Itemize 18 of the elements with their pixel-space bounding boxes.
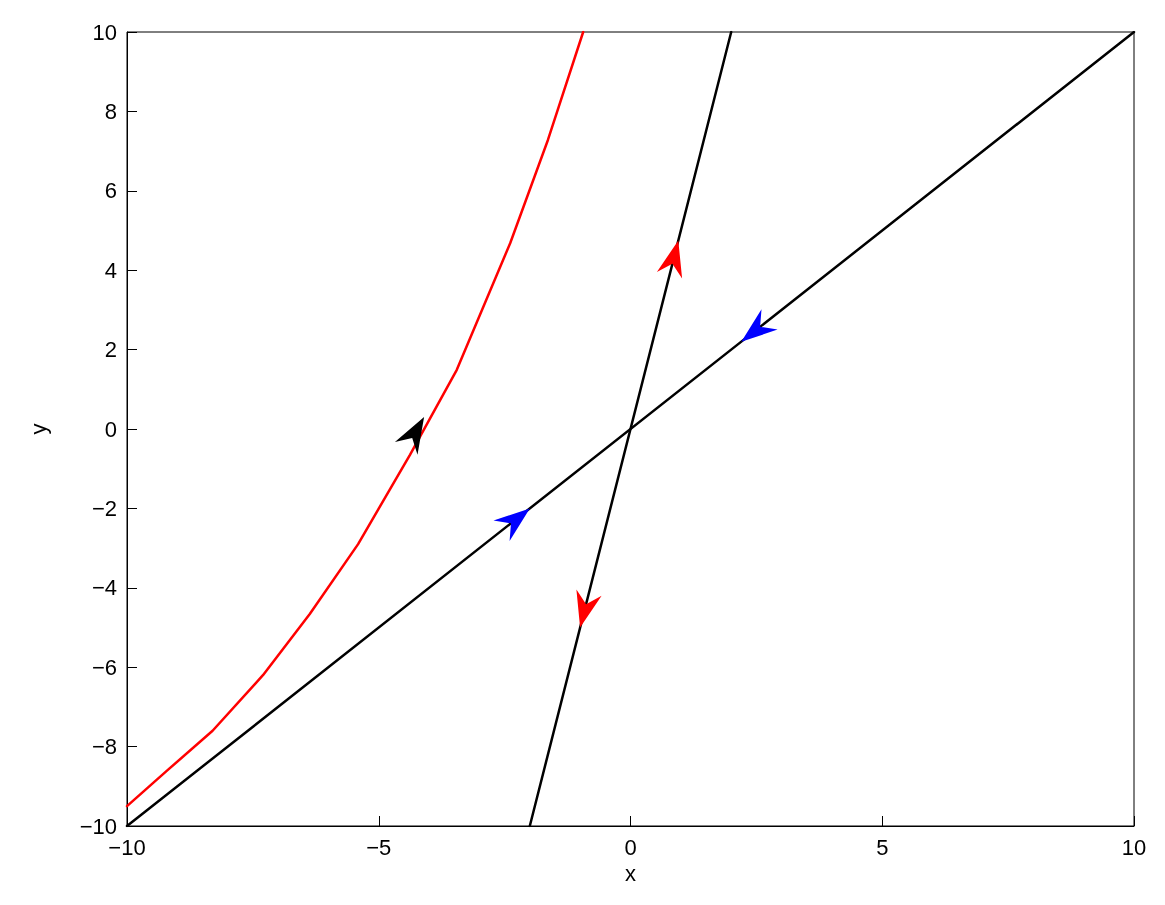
y-tick-label: 6	[104, 178, 117, 204]
y-tick-label: −4	[91, 575, 117, 601]
y-axis-title: y	[25, 423, 51, 435]
x-axis-title: x	[625, 861, 636, 887]
x-tick-label: 10	[1121, 834, 1147, 860]
x-tick-label: 5	[876, 834, 889, 860]
line-series	[125, 30, 585, 808]
y-tick-label: 0	[104, 416, 117, 442]
y-tick-label: −8	[91, 734, 117, 760]
y-tick-label: 4	[104, 257, 117, 283]
y-tick-label: −6	[91, 654, 117, 680]
y-tick-label: −10	[79, 813, 117, 839]
y-tick-label: 10	[92, 19, 117, 45]
y-tick-label: −2	[91, 495, 117, 521]
y-tick-label: 8	[104, 98, 117, 124]
x-tick-label: −5	[366, 834, 392, 860]
y-tick-label: 2	[104, 337, 117, 363]
x-tick-label: 0	[624, 834, 637, 860]
